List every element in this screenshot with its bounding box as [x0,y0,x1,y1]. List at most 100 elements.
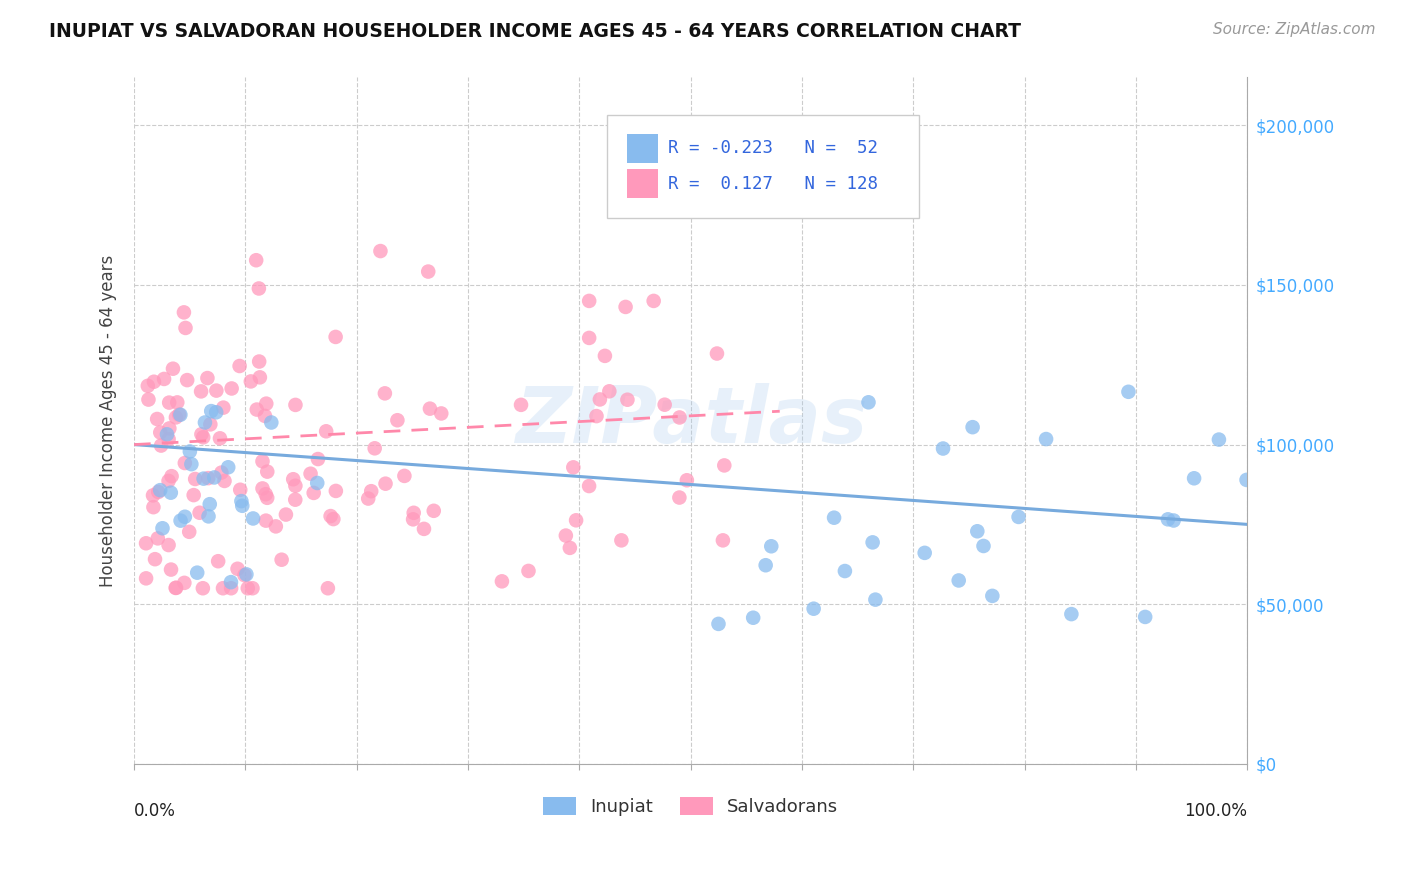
Point [212,401,235,415]
Point [616,392,638,407]
Point [174,509,197,524]
Point [387,413,409,427]
FancyBboxPatch shape [627,134,658,162]
Point [184,472,207,486]
Point [245,253,267,268]
Point [256,491,278,505]
Point [205,405,228,419]
Point [357,491,380,506]
Point [319,509,342,524]
Point [284,492,307,507]
Point [360,484,382,499]
Point [157,474,180,488]
Point [517,564,540,578]
Point [146,532,169,546]
Point [231,494,253,508]
Point [676,473,699,487]
Point [302,486,325,500]
Point [166,395,188,409]
Point [316,581,339,595]
Point [205,384,228,398]
Point [239,375,262,389]
Text: R = -0.223   N =  52: R = -0.223 N = 52 [668,139,879,157]
Point [402,512,425,526]
Point [226,562,249,576]
Point [423,504,446,518]
Point [713,458,735,473]
Point [252,482,274,496]
Point [260,416,283,430]
Point [1035,432,1057,446]
Point [418,264,440,278]
Point [706,346,728,360]
Point [135,571,157,585]
Point [198,497,221,511]
Point [246,402,269,417]
Point [307,475,329,490]
Point [966,524,988,539]
Point [834,564,856,578]
Point [322,512,344,526]
Point [325,330,347,344]
Point [565,513,588,527]
Point [247,354,270,368]
Point [264,519,287,533]
Point [299,467,322,481]
Point [981,589,1004,603]
Point [157,395,180,409]
Point [589,392,612,407]
Point [162,361,184,376]
Point [374,476,396,491]
Point [207,554,229,568]
Point [197,471,219,485]
Point [1060,607,1083,621]
Point [307,452,329,467]
Point [188,506,211,520]
Point [558,541,581,555]
Point [973,539,995,553]
Point [823,510,845,524]
Point [153,372,176,386]
Point [169,514,191,528]
Point [394,469,416,483]
Point [191,581,214,595]
Point [136,379,159,393]
Point [150,439,173,453]
Point [217,460,239,475]
Point [142,500,165,515]
Point [914,546,936,560]
Point [668,491,690,505]
Point [197,371,219,385]
Point [142,488,165,502]
Point [156,427,179,442]
Point [274,508,297,522]
Text: INUPIAT VS SALVADORAN HOUSEHOLDER INCOME AGES 45 - 64 YEARS CORRELATION CHART: INUPIAT VS SALVADORAN HOUSEHOLDER INCOME… [49,22,1021,41]
Point [865,592,887,607]
Point [219,575,242,590]
Point [186,566,208,580]
Point [173,456,195,470]
Text: R =  0.127   N = 128: R = 0.127 N = 128 [668,175,879,193]
Point [598,384,620,399]
Point [962,420,984,434]
Point [146,412,169,426]
Point [138,392,160,407]
Legend: Inupiat, Salvadorans: Inupiat, Salvadorans [536,790,845,823]
Point [932,442,955,456]
Point [578,479,600,493]
Y-axis label: Householder Income Ages 45 - 64 years: Householder Income Ages 45 - 64 years [100,254,117,587]
Point [169,408,191,422]
Point [1007,510,1029,524]
Point [402,506,425,520]
Point [149,483,172,498]
Point [149,425,172,440]
Point [1118,384,1140,399]
Text: 0.0%: 0.0% [134,802,176,820]
Point [235,567,257,582]
Point [160,469,183,483]
Point [228,359,250,373]
Point [179,444,201,458]
Point [159,485,181,500]
Point [214,474,236,488]
Point [197,509,219,524]
